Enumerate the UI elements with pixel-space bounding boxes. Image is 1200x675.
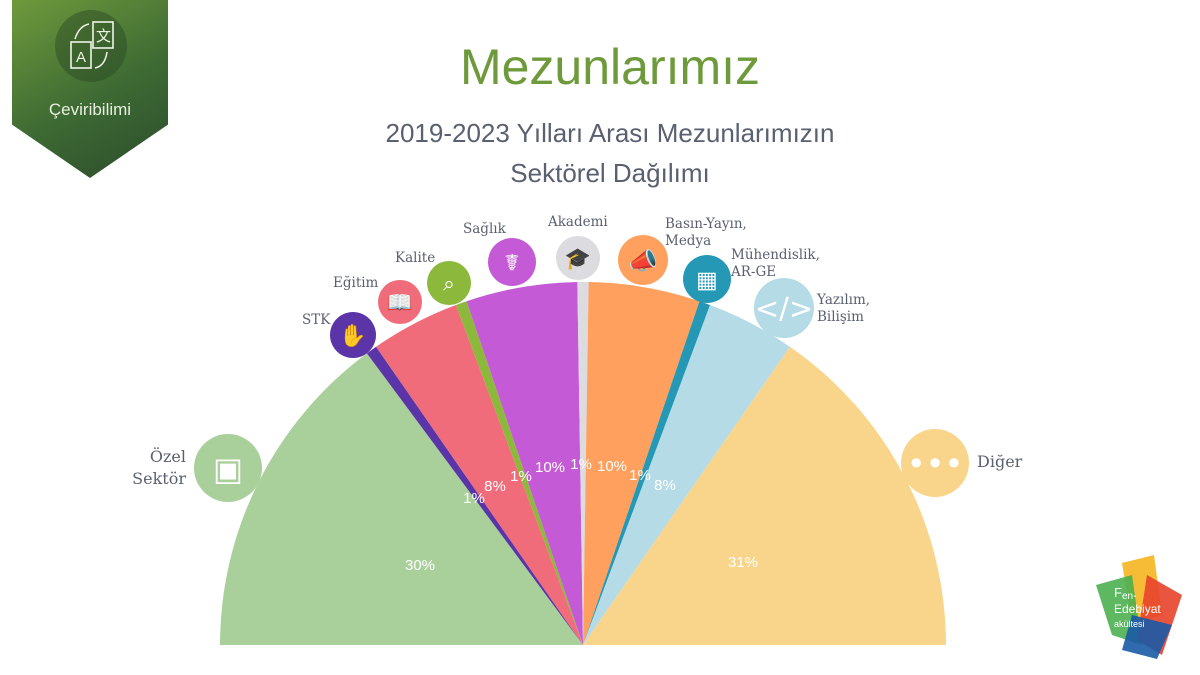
category-label: Akademi [547, 214, 608, 230]
svg-text:A: A [76, 49, 86, 66]
caduceus-icon: ☤ [504, 250, 519, 276]
slice-8 [583, 304, 790, 645]
hand-globe-icon: ✋ [339, 323, 366, 349]
category-label: STK [302, 312, 331, 328]
slice-5 [577, 282, 589, 645]
category-label: Yazılım, Bilişim [816, 292, 870, 325]
slice-0 [220, 353, 583, 645]
data-label: 31% [728, 554, 758, 571]
megaphone-icon: 📣 [628, 247, 658, 275]
category-label-line: STK [302, 312, 331, 328]
slice-icon-bg [427, 261, 471, 305]
graduation-cap-icon: 🎓 [565, 247, 591, 271]
category-label: Kalite [395, 250, 435, 266]
slice-2 [376, 304, 583, 645]
data-label: 8% [484, 478, 506, 495]
slice-icon-bg [556, 236, 600, 280]
code-monitor-icon: </> [755, 292, 813, 326]
slice-icon-bg [754, 278, 814, 338]
data-label: 1% [629, 467, 651, 484]
data-label: 10% [597, 458, 627, 475]
category-label: Eğitim [333, 275, 379, 291]
category-label-line: Medya [665, 233, 711, 249]
data-label: 10% [535, 459, 565, 476]
slice-icon-bg [901, 429, 969, 497]
data-label: 1% [510, 468, 532, 485]
category-label-line: Kalite [395, 250, 435, 266]
subtitle-line: Sektörel Dağılımı [510, 158, 710, 188]
slice-icon-bg [194, 434, 262, 502]
category-label-line: Bilişim [817, 309, 864, 325]
category-label: Diğer [977, 452, 1023, 471]
slice-7 [583, 301, 711, 645]
slice-icon-bg [330, 312, 376, 358]
category-label-line: AR-GE [730, 264, 776, 280]
badge-label: Çeviribilimi [48, 100, 132, 119]
inspector-icon: ⌕ [443, 272, 455, 296]
category-label-line: Diğer [977, 452, 1023, 471]
svg-text:文: 文 [96, 27, 111, 45]
data-label: 1% [463, 490, 485, 507]
category-label-line: Eğitim [333, 275, 379, 291]
slice-icon-bg [618, 235, 668, 285]
slice-3 [455, 301, 583, 645]
category-label-line: Sağlık [463, 221, 507, 237]
slice-9 [583, 346, 946, 645]
data-label: 8% [654, 477, 676, 494]
data-label: 1% [570, 456, 592, 473]
circuit-icon: ▦ [696, 267, 718, 293]
svg-text:en-: en- [1122, 591, 1136, 602]
slice-6 [583, 282, 700, 645]
slice-1 [366, 346, 583, 645]
category-label-line: Akademi [547, 214, 608, 230]
category-label-line: Sektör [132, 469, 186, 488]
category-label-line: Basın-Yayın, [665, 216, 747, 232]
category-label: Özel Sektör [132, 446, 186, 488]
category-label-line: Mühendislik, [731, 247, 820, 263]
svg-text:akültesi: akültesi [1114, 619, 1145, 629]
subtitle-line: 2019-2023 Yılları Arası Mezunlarımızın [385, 118, 835, 148]
ellipsis-icon: ••• [907, 445, 964, 483]
data-label: 30% [405, 557, 435, 574]
svg-text:F: F [1114, 585, 1122, 600]
translate-icon: A 文 [55, 10, 127, 82]
book-icon: 📖 [387, 291, 413, 315]
svg-text:Edebiyat: Edebiyat [1114, 602, 1161, 616]
category-label-line: Özel [150, 446, 186, 466]
briefcase-icon: ▣ [213, 450, 243, 488]
faculty-logo: F en- Edebiyat akültesi [1092, 555, 1186, 660]
slice-4 [466, 282, 583, 645]
category-label: Basın-Yayın, Medya [665, 216, 747, 249]
page-subtitle: 2019-2023 Yılları Arası Mezunlarımızın S… [0, 113, 1200, 193]
slice-icon-bg [378, 280, 422, 324]
category-label-line: Yazılım, [816, 292, 870, 308]
category-label: Mühendislik, AR-GE [730, 247, 820, 280]
category-label: Sağlık [463, 221, 507, 237]
page-title: Mezunlarımız [459, 39, 761, 95]
slice-icon-bg [488, 238, 536, 286]
slice-icon-bg [683, 255, 731, 303]
